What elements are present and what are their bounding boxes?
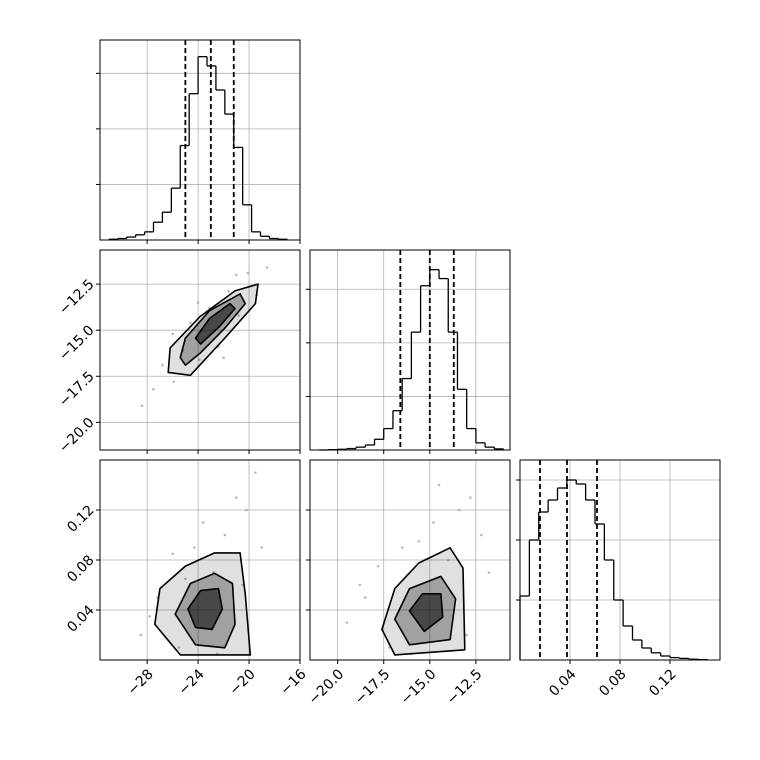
y-tick-label: −15.0	[56, 323, 98, 365]
scatter-point	[196, 301, 200, 304]
x-tick-label: −17.5	[352, 666, 394, 708]
scatter-point	[254, 471, 257, 474]
scatter-point	[171, 552, 174, 556]
scatter-point	[458, 508, 461, 512]
scatter-point	[446, 558, 450, 562]
scatter-point	[480, 533, 483, 537]
scatter-point	[437, 483, 441, 487]
x-tick-label: −24	[176, 666, 208, 698]
scatter-point	[201, 521, 205, 524]
scatter-point	[148, 614, 151, 618]
y-tick-label: −12.5	[56, 276, 98, 318]
x-tick-label: −15.0	[398, 666, 440, 708]
scatter-point	[245, 508, 248, 512]
scatter-point	[198, 358, 201, 361]
scatter-point	[363, 596, 367, 599]
scatter-point	[487, 571, 491, 574]
scatter-point	[189, 321, 192, 325]
panel-frame	[519, 459, 721, 661]
panel-frame	[99, 459, 301, 661]
y-tick-label: 0.12	[64, 502, 97, 535]
scatter-point	[192, 546, 196, 549]
y-tick-label: 0.08	[64, 552, 97, 585]
x-tick-label: 0.04	[546, 666, 579, 699]
y-tick-label: 0.04	[64, 602, 97, 635]
x-tick-label: −20	[226, 666, 258, 698]
y-tick-label: −17.5	[56, 369, 98, 411]
scatter-point	[465, 633, 468, 637]
x-tick-label: −12.5	[444, 666, 486, 708]
scatter-point	[139, 633, 143, 637]
scatter-point	[376, 564, 380, 568]
contour	[194, 302, 236, 345]
panel-frame	[309, 249, 511, 451]
scatter-point	[237, 314, 241, 317]
x-tick-label: 0.08	[596, 666, 629, 699]
contour	[408, 592, 444, 633]
scatter-point	[432, 521, 435, 524]
scatter-point	[417, 539, 421, 543]
y-tick-label: −20.0	[56, 415, 98, 457]
scatter-point	[222, 356, 225, 360]
contour	[187, 587, 224, 631]
scatter-point	[235, 496, 238, 499]
scatter-point	[400, 546, 404, 549]
panel-frame	[99, 39, 301, 241]
scatter-point	[184, 577, 187, 581]
scatter-point	[227, 290, 230, 293]
scatter-point	[235, 273, 238, 277]
scatter-point	[260, 546, 264, 549]
x-tick-label: −16	[277, 666, 309, 698]
x-tick-label: 0.12	[646, 666, 679, 699]
panel-frame	[99, 249, 301, 451]
scatter-point	[152, 387, 155, 391]
scatter-point	[345, 621, 349, 624]
scatter-point	[177, 646, 181, 649]
scatter-point	[246, 271, 250, 275]
scatter-point	[358, 583, 362, 587]
scatter-point	[140, 404, 144, 408]
scatter-point	[469, 496, 472, 499]
scatter-point	[171, 332, 174, 336]
scatter-point	[172, 380, 176, 384]
scatter-point	[265, 266, 269, 269]
scatter-point	[161, 363, 164, 367]
x-tick-label: −28	[125, 666, 157, 698]
scatter-point	[223, 533, 227, 537]
x-tick-label: −20.0	[306, 666, 348, 708]
panel-frame	[309, 459, 511, 661]
